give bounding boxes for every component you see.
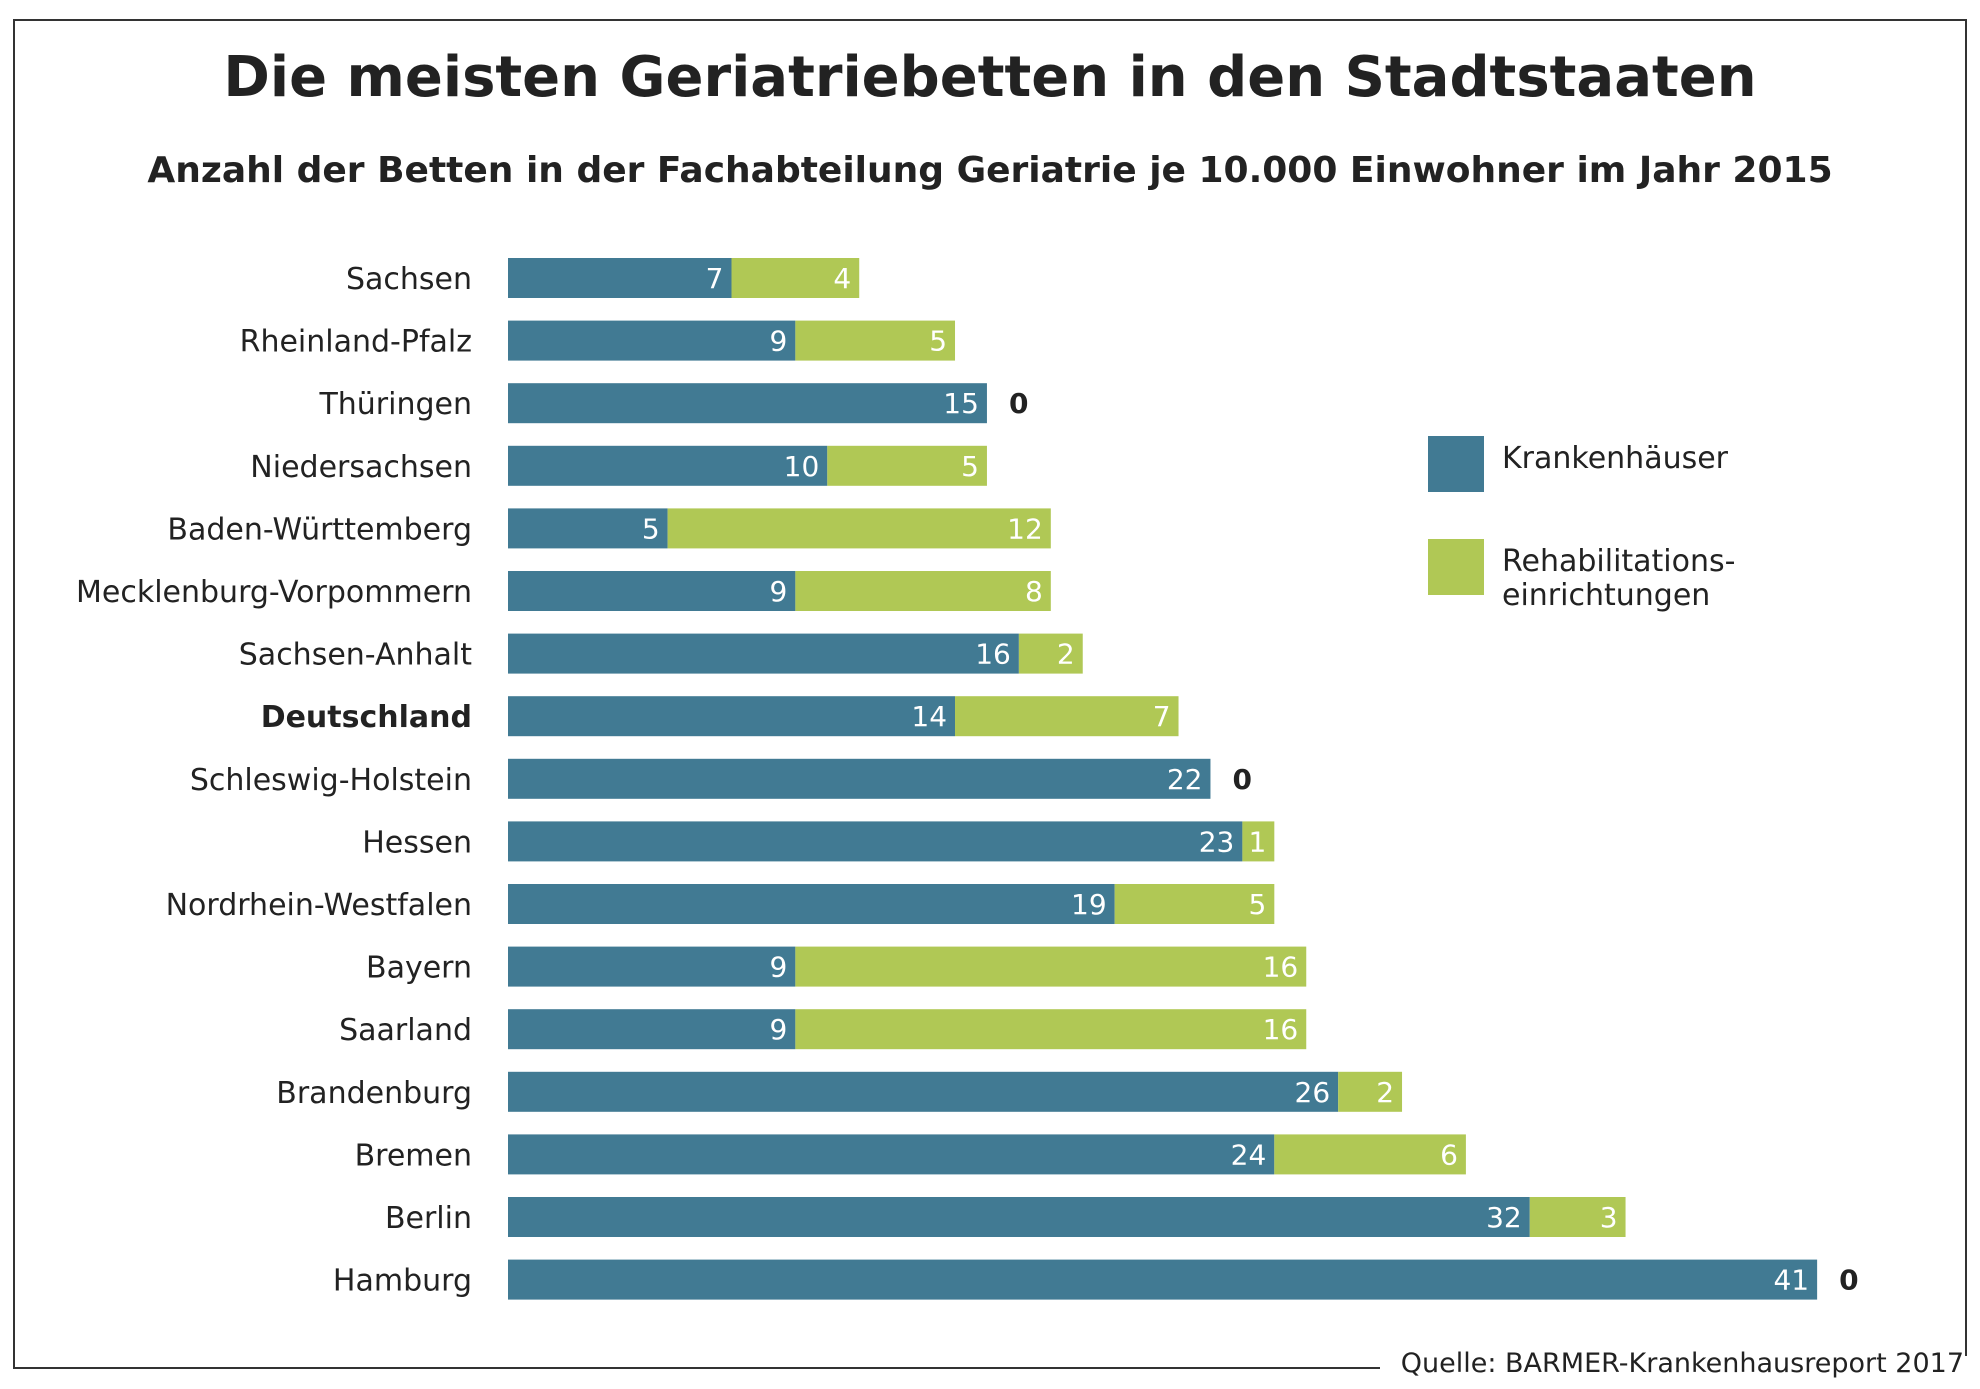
value-label-rehabilitation-niedersachsen: 5 [961,450,979,483]
value-label-krankenhaeuser-berlin: 32 [1486,1201,1522,1234]
value-label-rehabilitation-deutschland: 7 [1153,700,1171,733]
bar-krankenhaeuser-bayern [508,946,796,987]
bar-krankenhaeuser-sachsen-anhalt [508,633,1019,674]
chart-frame [13,19,1967,1369]
legend-swatch-krankenhaeuser [1428,436,1484,492]
bar-krankenhaeuser-brandenburg [508,1071,1339,1112]
bar-krankenhaeuser-thüringen [508,383,987,424]
category-label-sachsen: Sachsen [346,262,472,297]
value-label-rehabilitation-rheinland-pfalz: 5 [929,325,947,358]
value-label-rehabilitation-bayern: 16 [1263,951,1299,984]
bar-rehabilitation-sachsen [731,258,860,298]
value-label-rehabilitation-hessen: 1 [1248,825,1266,858]
value-label-krankenhaeuser-rheinland-pfalz: 9 [770,325,788,358]
bar-rehabilitation-niedersachsen [827,445,987,486]
value-label-krankenhaeuser-saarland: 9 [770,1013,788,1046]
value-label-rehabilitation-sachsen: 4 [833,262,851,295]
category-label-nordrhein-westfalen: Nordrhein-Westfalen [166,888,472,923]
bar-rehabilitation-nordrhein-westfalen [1114,884,1275,924]
bar-rehabilitation-brandenburg [1338,1071,1403,1112]
category-label-brandenburg: Brandenburg [276,1076,472,1111]
value-label-krankenhaeuser-bremen: 24 [1231,1138,1267,1171]
value-label-krankenhaeuser-schleswig-holstein: 22 [1167,763,1203,796]
bar-krankenhaeuser-hessen [508,821,1243,862]
bar-krankenhaeuser-berlin [508,1197,1530,1237]
legend-swatch-rehabilitation [1428,539,1484,595]
category-label-thüringen: Thüringen [318,387,472,422]
category-label-bayern: Bayern [366,951,472,986]
bar-rehabilitation-mecklenburg-vorpommern [795,571,1051,611]
value-label-rehabilitation-brandenburg: 2 [1376,1076,1394,1109]
value-label-rehabilitation-berlin: 3 [1600,1201,1618,1234]
legend-item-rehabilitation: Rehabilitations- einrichtungen [1428,539,1848,613]
value-label-rehabilitation-saarland: 16 [1263,1013,1299,1046]
bar-krankenhaeuser-mecklenburg-vorpommern [508,571,796,611]
category-label-sachsen-anhalt: Sachsen-Anhalt [239,638,472,673]
value-label-krankenhaeuser-sachsen-anhalt: 16 [975,638,1011,671]
value-label-rehabilitation-thüringen: 0 [1009,387,1028,420]
value-label-krankenhaeuser-baden-württemberg: 5 [642,512,660,545]
value-label-krankenhaeuser-hessen: 23 [1199,825,1235,858]
chart-title: Die meisten Geriatriebetten in den Stadt… [223,45,1757,110]
value-label-rehabilitation-mecklenburg-vorpommern: 8 [1025,575,1043,608]
value-label-krankenhaeuser-thüringen: 15 [943,387,979,420]
value-label-krankenhaeuser-niedersachsen: 10 [784,450,820,483]
value-label-rehabilitation-nordrhein-westfalen: 5 [1248,888,1266,921]
category-label-berlin: Berlin [385,1201,472,1236]
bar-krankenhaeuser-niedersachsen [508,445,828,486]
category-label-mecklenburg-vorpommern: Mecklenburg-Vorpommern [76,575,472,610]
bar-rehabilitation-sachsen-anhalt [1018,633,1083,674]
legend-label-rehabilitation: Rehabilitations- einrichtungen [1502,544,1736,613]
category-label-rheinland-pfalz: Rheinland-Pfalz [240,325,472,360]
bar-krankenhaeuser-hamburg [508,1259,1818,1300]
bar-krankenhaeuser-baden-württemberg [508,508,668,549]
bar-krankenhaeuser-bremen [508,1134,1275,1175]
value-label-krankenhaeuser-nordrhein-westfalen: 19 [1071,888,1107,921]
value-label-krankenhaeuser-hamburg: 41 [1773,1264,1809,1297]
bar-rehabilitation-hessen [1242,821,1275,862]
value-label-rehabilitation-sachsen-anhalt: 2 [1057,638,1075,671]
category-label-hessen: Hessen [362,825,472,860]
category-label-bremen: Bremen [355,1138,472,1173]
value-label-rehabilitation-baden-württemberg: 12 [1007,512,1043,545]
category-label-hamburg: Hamburg [333,1264,472,1299]
category-label-saarland: Saarland [339,1013,472,1048]
bar-rehabilitation-bayern [795,946,1307,987]
source-note: Quelle: BARMER-Krankenhausreport 2017 [1390,1348,1964,1379]
legend-item-krankenhaeuser: Krankenhäuser [1428,436,1848,496]
bar-rehabilitation-berlin [1529,1197,1626,1237]
value-label-krankenhaeuser-mecklenburg-vorpommern: 9 [770,575,788,608]
chart-subtitle: Anzahl der Betten in der Fachabteilung G… [147,150,1833,191]
value-label-rehabilitation-schleswig-holstein: 0 [1232,763,1251,796]
value-label-krankenhaeuser-bayern: 9 [770,951,788,984]
bar-rehabilitation-rheinland-pfalz [795,320,956,361]
bar-krankenhaeuser-rheinland-pfalz [508,320,796,361]
category-label-niedersachsen: Niedersachsen [250,450,472,485]
bar-rehabilitation-bremen [1274,1134,1466,1175]
category-label-baden-württemberg: Baden-Württemberg [167,512,472,547]
bar-krankenhaeuser-deutschland [508,696,956,737]
bar-krankenhaeuser-sachsen [508,258,732,298]
category-label-schleswig-holstein: Schleswig-Holstein [190,763,472,798]
bar-rehabilitation-saarland [795,1009,1307,1050]
bar-krankenhaeuser-schleswig-holstein [508,758,1211,799]
legend-label-krankenhaeuser: Krankenhäuser [1502,441,1729,476]
bar-rehabilitation-deutschland [955,696,1179,737]
bar-krankenhaeuser-nordrhein-westfalen [508,884,1115,924]
value-label-krankenhaeuser-deutschland: 14 [911,700,947,733]
bar-rehabilitation-baden-württemberg [667,508,1051,549]
bar-krankenhaeuser-saarland [508,1009,796,1050]
value-label-rehabilitation-bremen: 6 [1440,1138,1458,1171]
category-label-deutschland: Deutschland [261,700,472,735]
value-label-rehabilitation-hamburg: 0 [1839,1264,1858,1297]
value-label-krankenhaeuser-brandenburg: 26 [1295,1076,1331,1109]
value-label-krankenhaeuser-sachsen: 7 [706,262,724,295]
